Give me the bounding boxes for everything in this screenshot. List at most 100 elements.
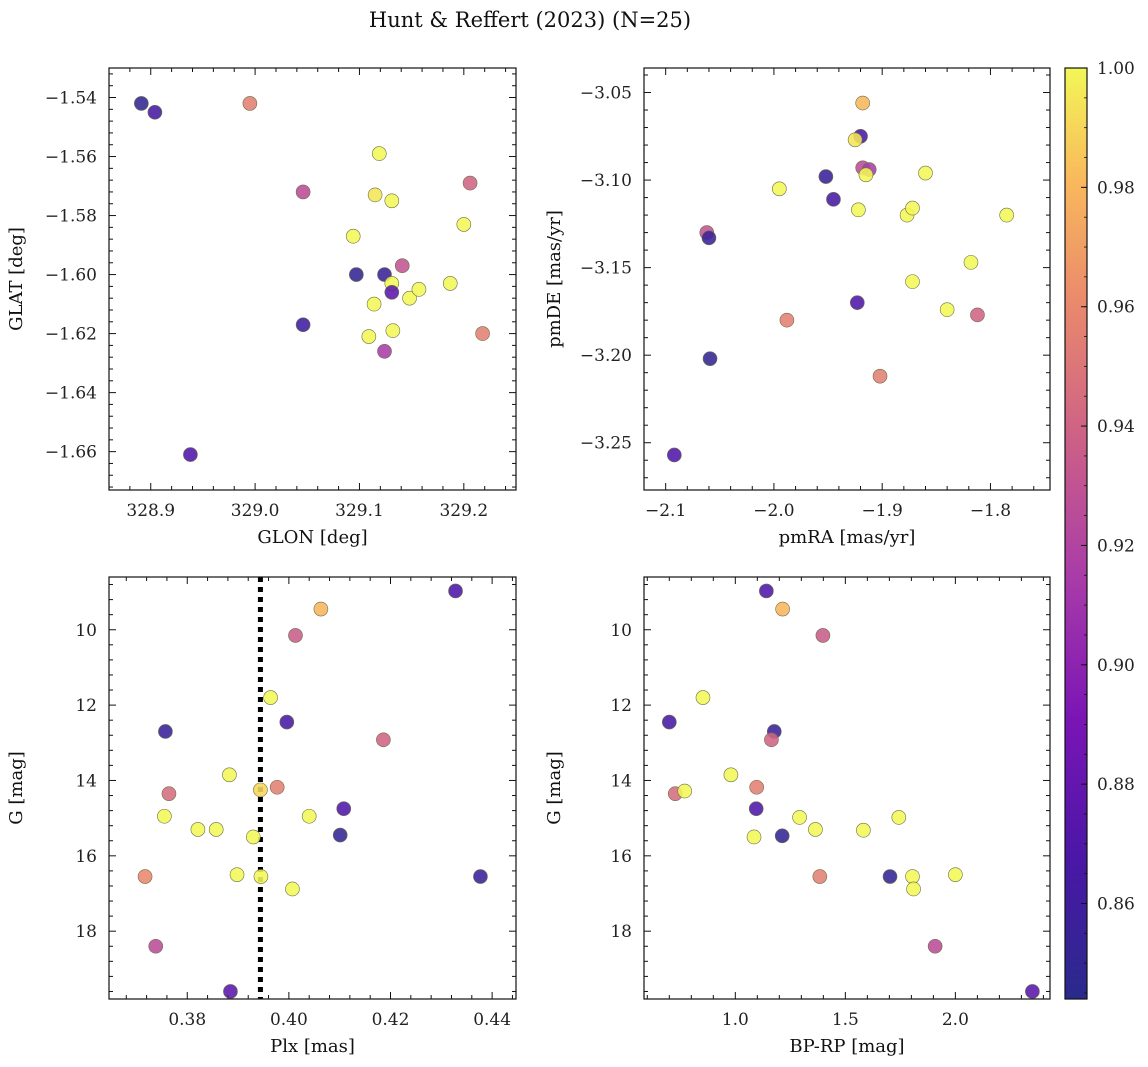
data-point — [905, 274, 920, 289]
data-point — [269, 779, 285, 795]
data-point — [815, 628, 831, 643]
panel-glon-glat: 328.9 329.0 329.1 329.2 −1.54 −1.56 −1.58 −1.60… — [6, 67, 517, 548]
data-point — [394, 258, 410, 274]
data-point — [774, 828, 790, 844]
y-tick-label: −3.05 — [580, 84, 632, 104]
axes-frame — [108, 67, 517, 491]
data-point — [918, 165, 933, 181]
data-point — [970, 307, 985, 323]
data-point — [855, 95, 870, 111]
data-point — [891, 810, 907, 825]
data-point — [906, 881, 921, 897]
y-tick-label: 10 — [75, 621, 97, 641]
x-tick-label: −1.8 — [970, 501, 1011, 521]
y-tick-label: 12 — [75, 696, 97, 716]
data-point — [385, 323, 401, 338]
data-point — [772, 181, 787, 197]
data-point — [779, 312, 795, 328]
data-point — [263, 690, 278, 705]
data-point — [361, 329, 377, 344]
data-point — [223, 984, 238, 999]
data-point — [667, 447, 682, 463]
y-tick-label: 16 — [75, 847, 97, 867]
colorbar-ticks: 0.86 0.88 0.90 0.92 0.94 0.96 0.98 1.00 — [1081, 59, 1135, 994]
data-point — [157, 808, 172, 824]
axes-frame — [643, 67, 1051, 491]
data-point — [792, 810, 807, 825]
data-point — [411, 282, 427, 297]
x-tick-label: 329.0 — [231, 501, 280, 521]
y-tick-label: 18 — [610, 922, 632, 942]
data-point — [858, 167, 874, 183]
data-point — [253, 782, 268, 798]
data-point — [764, 732, 779, 748]
data-point — [456, 217, 472, 232]
data-point — [882, 869, 898, 884]
data-point — [384, 284, 400, 300]
data-point — [137, 869, 153, 884]
y-tick-label: −1.54 — [45, 89, 97, 109]
y-tick-label: 14 — [75, 771, 97, 791]
data-point — [963, 255, 979, 270]
data-point — [723, 767, 739, 783]
figure-title: Hunt & Reffert (2023) (N=25) — [369, 8, 691, 32]
data-point — [288, 628, 303, 643]
data-point — [384, 193, 400, 209]
data-point — [376, 732, 391, 748]
data-point — [905, 869, 920, 884]
data-point — [849, 295, 865, 310]
data-point — [999, 207, 1014, 223]
panel-cmd: 1.0 1.5 2.0 10 12 14 16 18 BP-RP [mag] G [mag] — [544, 576, 1051, 1057]
colorbar-tick-label: 0.96 — [1097, 298, 1135, 318]
data-point — [253, 869, 269, 884]
data-point — [190, 822, 206, 837]
y-tick-label: −1.60 — [45, 266, 97, 286]
x-tick-label: 0.42 — [372, 1010, 410, 1030]
y-tick-label: 10 — [610, 621, 632, 641]
data-point — [905, 200, 920, 216]
data-point — [872, 368, 888, 384]
data-point — [826, 192, 841, 207]
panels: 328.9 329.0 329.1 329.2 −1.54 −1.56 −1.58 −1.60… — [6, 67, 1051, 1057]
data-point — [695, 690, 711, 705]
y-tick-label: −1.56 — [45, 148, 97, 168]
data-point — [948, 867, 963, 882]
y-tick-label: −1.64 — [45, 384, 97, 404]
data-point — [134, 96, 149, 111]
y-tick-label: 16 — [610, 847, 632, 867]
data-point — [367, 187, 383, 203]
scatter-points — [137, 583, 488, 999]
y-axis-label: GLAT [deg] — [6, 227, 27, 331]
colorbar-tick-label: 1.00 — [1097, 59, 1135, 79]
y-tick-label: −1.62 — [45, 325, 97, 345]
data-point — [208, 822, 224, 837]
scatter-points — [662, 583, 1040, 999]
y-tick-label: 14 — [610, 771, 632, 791]
x-tick-label: −1.9 — [862, 501, 903, 521]
x-axis-label: BP-RP [mag] — [789, 1036, 904, 1057]
colorbar-gradient — [1064, 67, 1088, 1000]
axes-frame — [643, 576, 1051, 1000]
x-tick-label: 1.5 — [832, 1010, 859, 1030]
x-tick-label: 0.44 — [473, 1010, 511, 1030]
colorbar-tick-label: 0.90 — [1097, 656, 1135, 676]
data-point — [301, 808, 317, 824]
data-point — [345, 228, 361, 244]
y-tick-label: −3.25 — [580, 434, 632, 454]
scatter-points — [667, 95, 1014, 463]
data-point — [242, 96, 258, 111]
y-axis-label: G [mag] — [6, 751, 27, 824]
panel-plx-g: 0.38 0.40 0.42 0.44 10 12 14 16 18 Plx [mas] G [ma… — [6, 576, 517, 1057]
data-point — [158, 724, 173, 739]
x-tick-label: 2.0 — [942, 1010, 969, 1030]
y-tick-label: 12 — [610, 696, 632, 716]
data-point — [183, 447, 198, 462]
colorbar-tick-label: 0.94 — [1097, 417, 1135, 437]
data-point — [749, 779, 764, 795]
data-point — [1025, 984, 1040, 999]
colorbar: 0.86 0.88 0.90 0.92 0.94 0.96 0.98 1.00 — [1064, 59, 1135, 1000]
colorbar-tick-label: 0.92 — [1097, 536, 1135, 556]
x-tick-label: 328.9 — [126, 501, 175, 521]
data-point — [246, 829, 261, 845]
